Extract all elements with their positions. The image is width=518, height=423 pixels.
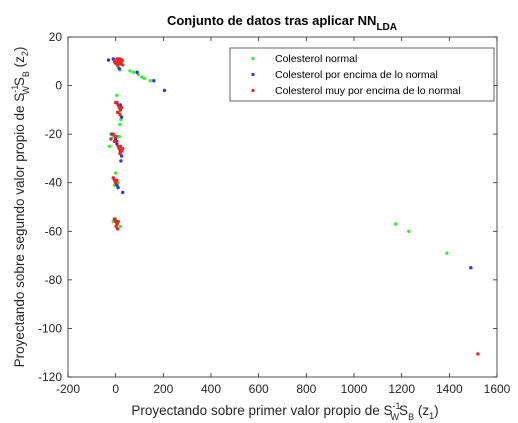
y-tick-label: -20 [45, 127, 63, 141]
x-axis-label-mid: S [399, 403, 408, 418]
data-point-series-2 [120, 58, 125, 62]
y-axis-label-exp: -1 [10, 85, 20, 93]
axis-ticks: -200 0 200 400 600 800 1000 1200 1400 1600-120-10… [38, 30, 511, 396]
x-tick-label: 600 [249, 382, 269, 396]
data-point-series-2 [114, 134, 118, 139]
data-point-series-0 [407, 229, 411, 233]
x-axis-label-w: W [391, 412, 400, 422]
data-point-series-1 [152, 79, 156, 83]
data-point-series-0 [115, 93, 119, 98]
chart-title-main: Conjunto de datos tras aplicar NN [167, 13, 376, 28]
x-tick-label: 800 [296, 382, 316, 396]
x-tick-label: 400 [201, 382, 221, 396]
data-point-series-2 [118, 113, 122, 117]
y-axis-label-w: W [21, 86, 31, 95]
x-axis-label-exp: -1 [393, 401, 401, 411]
x-axis-label-prefix: Proyectando sobre primer valor propio de… [131, 403, 392, 418]
x-axis-label-close: ) [434, 403, 439, 418]
data-point-series-2 [114, 224, 118, 229]
plot-area-border [67, 36, 498, 378]
data-point-series-0 [117, 134, 121, 139]
data-point-series-1 [135, 70, 139, 74]
x-tick-label: -200 [56, 382, 80, 396]
x-tick-label: 0 [112, 382, 119, 396]
data-point-series-0 [142, 76, 146, 81]
data-point-series-2 [116, 219, 120, 224]
x-tick-label: 1600 [484, 382, 511, 396]
data-point-series-0 [118, 224, 123, 229]
data-point-series-2 [116, 57, 121, 61]
legend-marker-normal [251, 56, 255, 61]
chart-title-subscript: LDA [376, 22, 397, 33]
data-point-series-2 [114, 181, 118, 185]
legend: Colesterol normal Colesterol por encima … [229, 47, 495, 102]
data-point-series-0 [114, 171, 118, 175]
x-axis-label-idx: 1 [429, 411, 434, 421]
x-axis-label-b: B [408, 412, 414, 422]
x-tick-label: 200 [153, 382, 173, 396]
data-point-series-2 [109, 137, 113, 141]
y-tick-label: 0 [55, 79, 62, 93]
y-axis-label-open: (z [12, 56, 27, 71]
y-axis-label-b: B [21, 71, 31, 77]
legend-label-normal: Colesterol normal [275, 53, 357, 65]
legend-marker-above-normal [251, 72, 255, 77]
data-point-series-2 [112, 139, 117, 144]
x-tick-label: 1200 [388, 382, 415, 396]
data-point-series-2 [111, 132, 116, 136]
data-point-series-2 [121, 147, 125, 151]
y-tick-label: -40 [45, 176, 63, 190]
data-point-series-1 [119, 154, 124, 158]
data-point-series-0 [131, 70, 136, 74]
y-tick-label: -100 [38, 321, 62, 335]
data-point-series-0 [128, 69, 132, 73]
x-tick-label: 1400 [436, 382, 463, 396]
y-tick-label: 20 [49, 30, 63, 44]
y-axis-label: Proyectando sobre segundo valor propio d… [10, 47, 31, 368]
data-point-series-1 [119, 159, 123, 163]
legend-marker-very-above-normal [251, 88, 255, 93]
y-tick-label: -120 [38, 370, 62, 384]
data-point-series-2 [115, 110, 120, 115]
y-tick-label: -80 [45, 273, 63, 287]
x-axis-label: Proyectando sobre primer valor propio de… [131, 401, 438, 422]
y-tick-label: -60 [45, 224, 63, 238]
legend-label-very-above-normal: Colesterol muy por encima de lo normal [275, 85, 461, 97]
data-points [106, 57, 480, 356]
x-tick-label: 1000 [341, 382, 368, 396]
data-point-series-2 [121, 63, 125, 67]
data-point-series-0 [394, 222, 398, 226]
y-axis-label-idx: 2 [20, 51, 30, 56]
data-point-series-2 [115, 139, 119, 144]
data-point-series-0 [108, 144, 112, 148]
data-point-series-2 [476, 352, 480, 356]
chart-title: Conjunto de datos tras aplicar NNLDA [167, 13, 397, 33]
data-point-series-2 [114, 100, 118, 105]
data-point-series-2 [119, 105, 124, 110]
data-point-series-0 [148, 79, 152, 83]
legend-box [229, 47, 495, 102]
data-point-series-1 [117, 66, 121, 71]
data-point-series-0 [118, 122, 122, 127]
y-axis-label-mid: S [12, 77, 27, 86]
data-point-series-1 [116, 185, 120, 190]
data-point-series-0 [445, 251, 449, 255]
data-point-series-2 [115, 63, 120, 67]
y-axis-label-close: ) [12, 47, 27, 52]
legend-label-above-normal: Colesterol por encima de lo normal [275, 69, 438, 81]
data-point-series-2 [118, 151, 122, 156]
y-axis-label-prefix: Proyectando sobre segundo valor propio d… [12, 93, 27, 368]
data-point-series-1 [106, 58, 111, 62]
data-point-series-1 [162, 88, 167, 93]
data-point-series-1 [119, 115, 124, 119]
data-point-series-1 [469, 266, 473, 270]
x-axis-label-open: (z [414, 403, 429, 418]
data-point-series-1 [121, 190, 125, 195]
data-point-series-2 [118, 144, 123, 148]
data-point-series-2 [115, 227, 120, 231]
